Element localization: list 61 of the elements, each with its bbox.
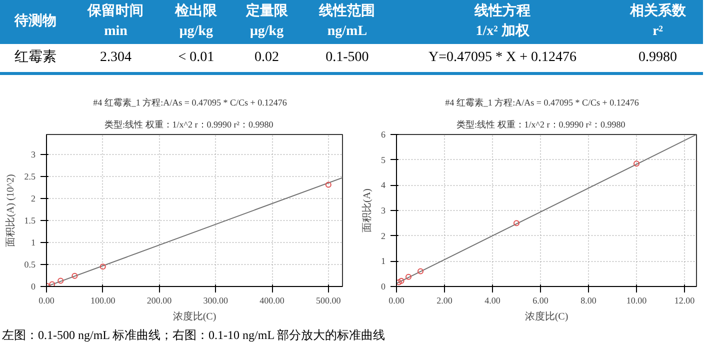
y-tick-label: 0 xyxy=(381,282,386,292)
x-axis-title: 浓度比(C) xyxy=(172,310,216,322)
chart-title: #4 红霉素_1 方程:A/As = 0.47095 * C/Cs + 0.12476 xyxy=(445,98,640,108)
y-tick-label: 2 xyxy=(31,193,36,204)
point xyxy=(72,272,78,279)
y-tick-label: 2 xyxy=(381,230,386,241)
category-label: 相关系数 r² xyxy=(628,2,687,41)
point xyxy=(325,182,332,188)
text: Y=0.47095 * X + 0.12476 xyxy=(428,50,576,65)
y-tick-label: 2.5 xyxy=(24,171,36,182)
x-tick-label: 0.00 xyxy=(388,296,405,306)
point xyxy=(634,160,640,167)
point xyxy=(514,220,520,226)
x-tick-label: 12.00 xyxy=(674,296,696,306)
y-tick-label: 5 xyxy=(381,154,386,165)
x-tick-label: 100.00 xyxy=(90,296,116,306)
text: 2.304 xyxy=(100,50,132,65)
y-tick-label: 3 xyxy=(381,206,386,216)
text: 红霉素 xyxy=(14,50,56,65)
y-tick-label: 0 xyxy=(31,282,36,292)
y-tick-label: 3 xyxy=(31,149,36,160)
x-tick-label: 300.00 xyxy=(203,296,229,306)
x-tick-label: 8.00 xyxy=(580,296,597,306)
y-tick-label: 4 xyxy=(381,180,386,190)
x-tick-label: 4.00 xyxy=(484,296,501,306)
category-label: 线性方程 1/x² 加权 xyxy=(473,2,532,41)
category-label: 定量限 μg/kg xyxy=(244,2,289,41)
point xyxy=(58,278,64,284)
text: 0.1-500 xyxy=(326,50,369,65)
category-label: 线性范围 ng/mL xyxy=(318,2,376,41)
x-tick-label: 400.00 xyxy=(260,296,285,306)
category-label: 检出限 μg/kg xyxy=(174,2,218,41)
y-tick-label: 0.5 xyxy=(24,259,36,270)
y-tick-label: 1 xyxy=(381,256,386,266)
chart-title: #4 红霉素_1 方程:A/As = 0.47095 * C/Cs + 0.12476 xyxy=(93,98,288,108)
y-axis-title: 面积比(A) (10^2) xyxy=(4,174,16,247)
point xyxy=(100,264,106,270)
text: 0.02 xyxy=(254,50,280,65)
category-label: 保留时间 min xyxy=(86,2,145,41)
category-label: 待测物 xyxy=(13,12,58,31)
point xyxy=(398,278,404,284)
text: 0.9980 xyxy=(638,50,678,65)
point xyxy=(418,268,424,274)
x-tick-label: 6.00 xyxy=(532,296,549,306)
chart-subtitle: 类型:线性 权重：1/x^2 r：0.9990 r²：0.9980 xyxy=(104,120,274,130)
point xyxy=(406,274,412,280)
text: 左图：0.1-500 ng/mL 标准曲线；右图：0.1-10 ng/mL 部分放大的标准曲线 xyxy=(2,327,386,344)
x-tick-label: 500.00 xyxy=(316,296,342,306)
y-axis-title: 面积比(A) xyxy=(361,188,373,232)
x-axis-title: 浓度比(C) xyxy=(524,310,568,322)
chart-subtitle: 类型:线性 权重：1/x^2 r：0.9990 r²：0.9980 xyxy=(456,120,626,130)
x-tick-label: 0.00 xyxy=(38,296,55,306)
point xyxy=(49,281,56,286)
x-tick-label: 10.00 xyxy=(626,296,648,306)
text: < 0.01 xyxy=(178,50,214,65)
y-tick-label: 6 xyxy=(381,130,386,140)
x-tick-label: 2.00 xyxy=(436,296,453,306)
x-tick-label: 200.00 xyxy=(146,296,172,306)
y-tick-label: 1.5 xyxy=(24,215,36,226)
point xyxy=(396,279,402,286)
y-tick-label: 1 xyxy=(31,237,36,248)
